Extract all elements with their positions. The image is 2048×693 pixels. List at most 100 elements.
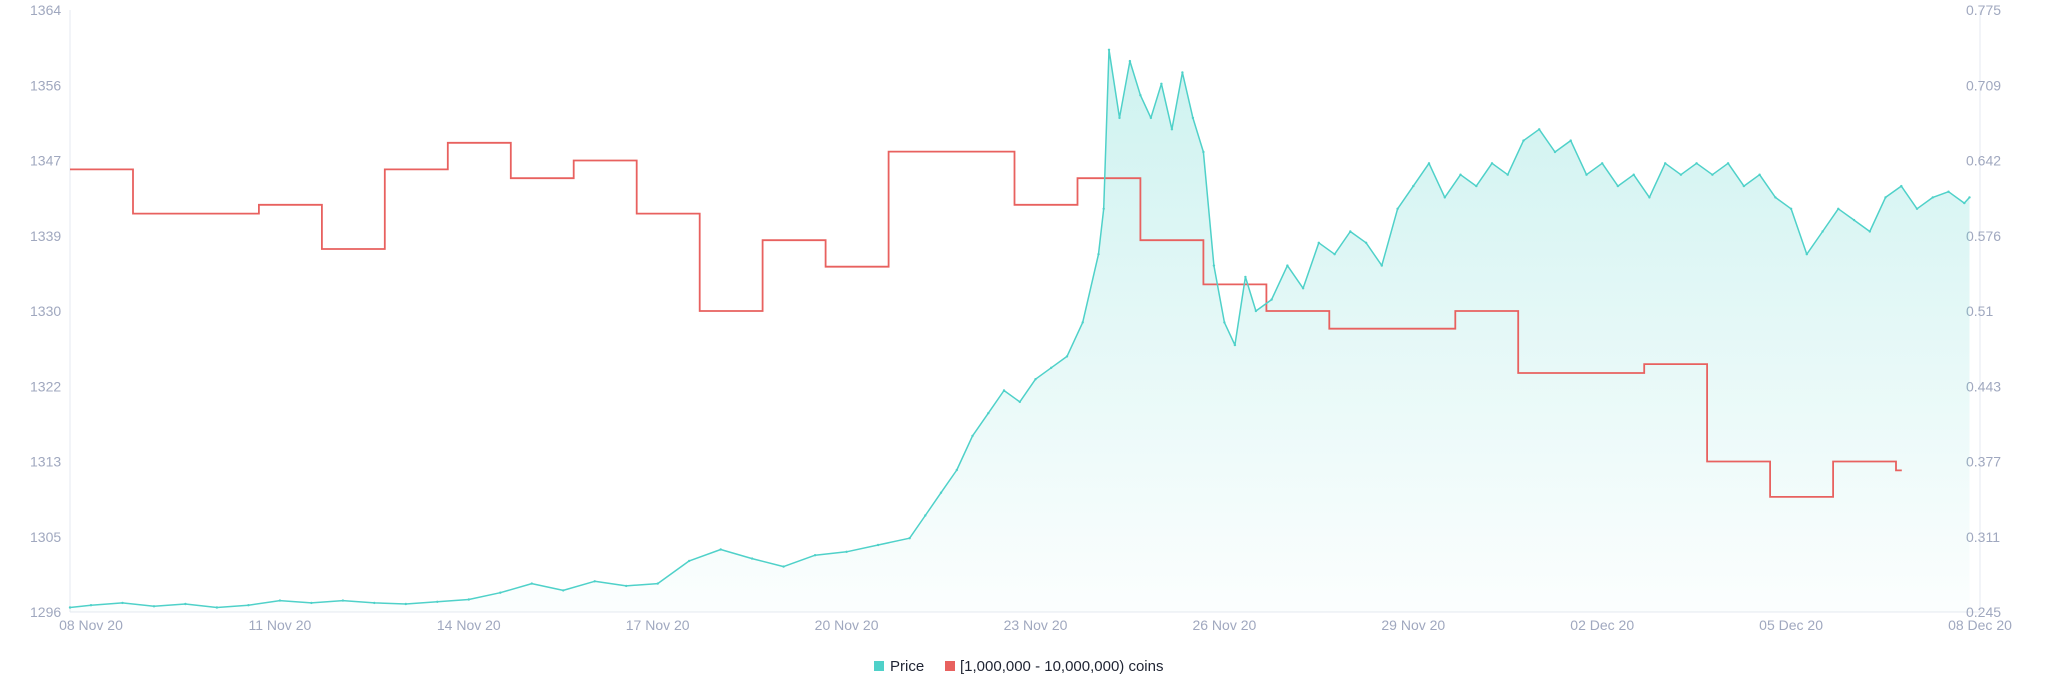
price-point (924, 514, 927, 517)
price-point (530, 582, 533, 585)
price-point (908, 537, 911, 540)
price-point (1191, 116, 1195, 120)
price-point (215, 606, 219, 609)
price-point (1648, 196, 1651, 199)
price-point (1223, 321, 1226, 324)
x-tick-label: 05 Dec 20 (1759, 617, 1823, 633)
price-point (310, 601, 313, 605)
price-point (845, 550, 848, 553)
price-point (1107, 48, 1111, 51)
price-point (1097, 253, 1100, 256)
y-right-tick-label: 0.377 (1966, 454, 2001, 470)
price-point (656, 582, 659, 585)
legend-swatch-price (874, 661, 884, 671)
price-point (1244, 275, 1247, 279)
price-point (1160, 82, 1163, 86)
price-point (1963, 201, 1966, 205)
price-point (1349, 230, 1352, 233)
price-point (1538, 128, 1541, 131)
price-point (939, 491, 943, 494)
y-left-tick-label: 1347 (30, 153, 61, 169)
x-tick-label: 20 Nov 20 (815, 617, 879, 633)
holders-step-line (70, 141, 1902, 498)
price-point (688, 559, 691, 563)
y-left-tick-label: 1364 (30, 2, 61, 18)
y-left-tick-label: 1322 (30, 378, 61, 394)
price-area-fill (70, 49, 1970, 613)
y-right-tick-label: 0.709 (1966, 77, 2001, 93)
price-point (436, 600, 439, 603)
price-point (1102, 207, 1105, 210)
x-tick-label: 29 Nov 20 (1381, 617, 1445, 633)
price-point (121, 601, 124, 605)
price-point (1805, 253, 1809, 256)
price-point (247, 604, 250, 607)
price-line (69, 49, 1971, 609)
y-left-tick-label: 1313 (30, 454, 61, 470)
price-point (1443, 196, 1447, 199)
price-point (876, 543, 880, 547)
series-lines (68, 48, 1971, 609)
price-point (1506, 173, 1509, 176)
legend-swatch-coins (945, 661, 955, 671)
x-tick-label: 11 Nov 20 (248, 617, 311, 633)
price-point (1837, 207, 1840, 210)
price-area (70, 49, 1970, 613)
price-point (1149, 116, 1153, 120)
legend-label-price: Price (890, 658, 924, 675)
price-point (1212, 264, 1216, 267)
price-point (1002, 389, 1006, 392)
price-point (184, 602, 187, 606)
x-tick-label: 17 Nov 20 (626, 617, 690, 633)
price-point (1181, 71, 1184, 74)
price-point (1118, 116, 1121, 120)
price-point (1065, 355, 1069, 358)
price-point (1034, 378, 1037, 381)
price-point (1427, 162, 1431, 165)
x-tick-label: 08 Dec 20 (1948, 617, 2012, 633)
price-point (1616, 184, 1620, 188)
y-right-tick-label: 0.443 (1966, 378, 2001, 394)
y-right-tick-label: 0.311 (1966, 529, 2000, 545)
price-point (373, 601, 376, 605)
price-point (1821, 230, 1824, 233)
x-tick-label: 23 Nov 20 (1004, 617, 1068, 633)
price-point (1601, 162, 1604, 165)
price-point (625, 584, 628, 588)
price-point (955, 468, 958, 472)
price-point (1968, 196, 1971, 199)
price-point (1233, 343, 1237, 347)
price-point (1459, 173, 1462, 176)
price-point (1679, 173, 1683, 176)
price-point (719, 548, 722, 551)
price-point (1202, 150, 1205, 154)
price-point (68, 606, 72, 609)
y-right-tick-label: 0.51 (1966, 303, 1993, 319)
price-point (1380, 264, 1384, 267)
price-point (987, 412, 990, 415)
price-point (1852, 218, 1856, 222)
price-point (1585, 173, 1588, 176)
price-point (89, 604, 93, 607)
y-left-tick-label: 1305 (30, 529, 61, 545)
legend-label-coins: [1,000,000 - 10,000,000) coins (960, 658, 1163, 675)
price-point (1139, 94, 1142, 97)
y-left-tick-label: 1296 (30, 604, 61, 620)
price-point (750, 557, 754, 560)
price-point (1490, 162, 1494, 165)
price-point (1774, 196, 1777, 199)
x-tick-label: 08 Nov 20 (59, 617, 123, 633)
price-point (1301, 287, 1305, 290)
price-point (1758, 173, 1761, 176)
y-left-tick-label: 1339 (30, 228, 61, 244)
price-point (1317, 241, 1321, 244)
price-point (152, 605, 156, 608)
price-point (1884, 196, 1887, 199)
legend: Price [1,000,000 - 10,000,000) coins (874, 658, 1163, 675)
y-left-tick-label: 1356 (30, 77, 61, 93)
price-point (1475, 184, 1478, 188)
axes: 1296 1305 1313 1322 1330 1339 1347 1356 1364 0.24… (30, 2, 2012, 633)
price-point (1128, 59, 1132, 63)
price-point (1664, 162, 1667, 165)
